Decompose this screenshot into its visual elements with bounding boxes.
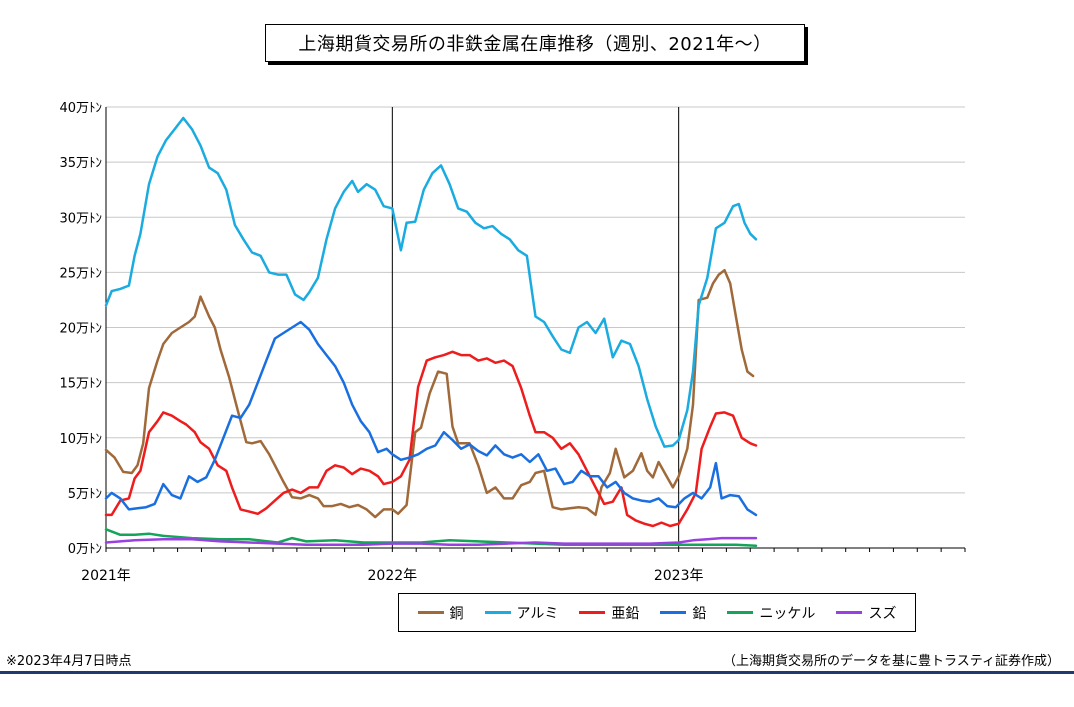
legend-swatch bbox=[579, 611, 606, 614]
y-tick-label: 30万ﾄﾝ bbox=[59, 211, 102, 226]
legend-label: スズ bbox=[868, 605, 897, 622]
legend-swatch bbox=[836, 611, 863, 614]
legend-item: 亜鉛 bbox=[579, 603, 639, 623]
chart-legend: 銅 アルミ 亜鉛 鉛 ニッケル スズ bbox=[398, 593, 916, 632]
legend-item: スズ bbox=[836, 603, 896, 623]
legend-swatch bbox=[660, 611, 687, 614]
x-tick-label: 2021年 bbox=[81, 568, 131, 584]
x-tick-label: 2022年 bbox=[368, 568, 418, 584]
legend-item: 銅 bbox=[417, 603, 464, 623]
series-line-3 bbox=[104, 320, 758, 517]
legend-label: ニッケル bbox=[759, 605, 816, 622]
legend-swatch bbox=[417, 611, 444, 614]
x-tick-label: 2023年 bbox=[654, 568, 704, 584]
y-tick-label: 5万ﾄﾝ bbox=[68, 487, 102, 502]
y-tick-label: 10万ﾄﾝ bbox=[59, 432, 102, 447]
legend-label: 鉛 bbox=[692, 605, 707, 622]
legend-label: 亜鉛 bbox=[611, 605, 640, 622]
legend-swatch bbox=[727, 611, 754, 614]
y-tick-label: 0万ﾄﾝ bbox=[68, 542, 102, 557]
legend-label: 銅 bbox=[449, 605, 464, 622]
legend-label: アルミ bbox=[516, 605, 559, 622]
y-tick-label: 15万ﾄﾝ bbox=[59, 377, 102, 392]
y-tick-label: 40万ﾄﾝ bbox=[59, 101, 102, 116]
bottom-rule bbox=[0, 671, 1074, 674]
footnote: ※2023年4月7日時点 bbox=[6, 654, 132, 669]
series-line-5 bbox=[104, 536, 758, 546]
series-line-1 bbox=[104, 116, 758, 448]
y-tick-label: 25万ﾄﾝ bbox=[59, 266, 102, 281]
legend-item: 鉛 bbox=[660, 603, 706, 623]
legend-item: アルミ bbox=[484, 603, 559, 623]
y-tick-label: 35万ﾄﾝ bbox=[59, 156, 102, 171]
series-line-0 bbox=[104, 268, 755, 519]
y-tick-label: 20万ﾄﾝ bbox=[59, 322, 102, 337]
source-note: （上海期貨交易所のデータを基に豊トラスティ証券作成） bbox=[723, 654, 1060, 669]
legend-swatch bbox=[484, 611, 511, 614]
chart-title: 上海期貨交易所の非鉄金属在庫推移（週別、2021年～） bbox=[265, 24, 805, 62]
legend-item: ニッケル bbox=[727, 603, 815, 623]
series-line-2 bbox=[104, 350, 758, 528]
